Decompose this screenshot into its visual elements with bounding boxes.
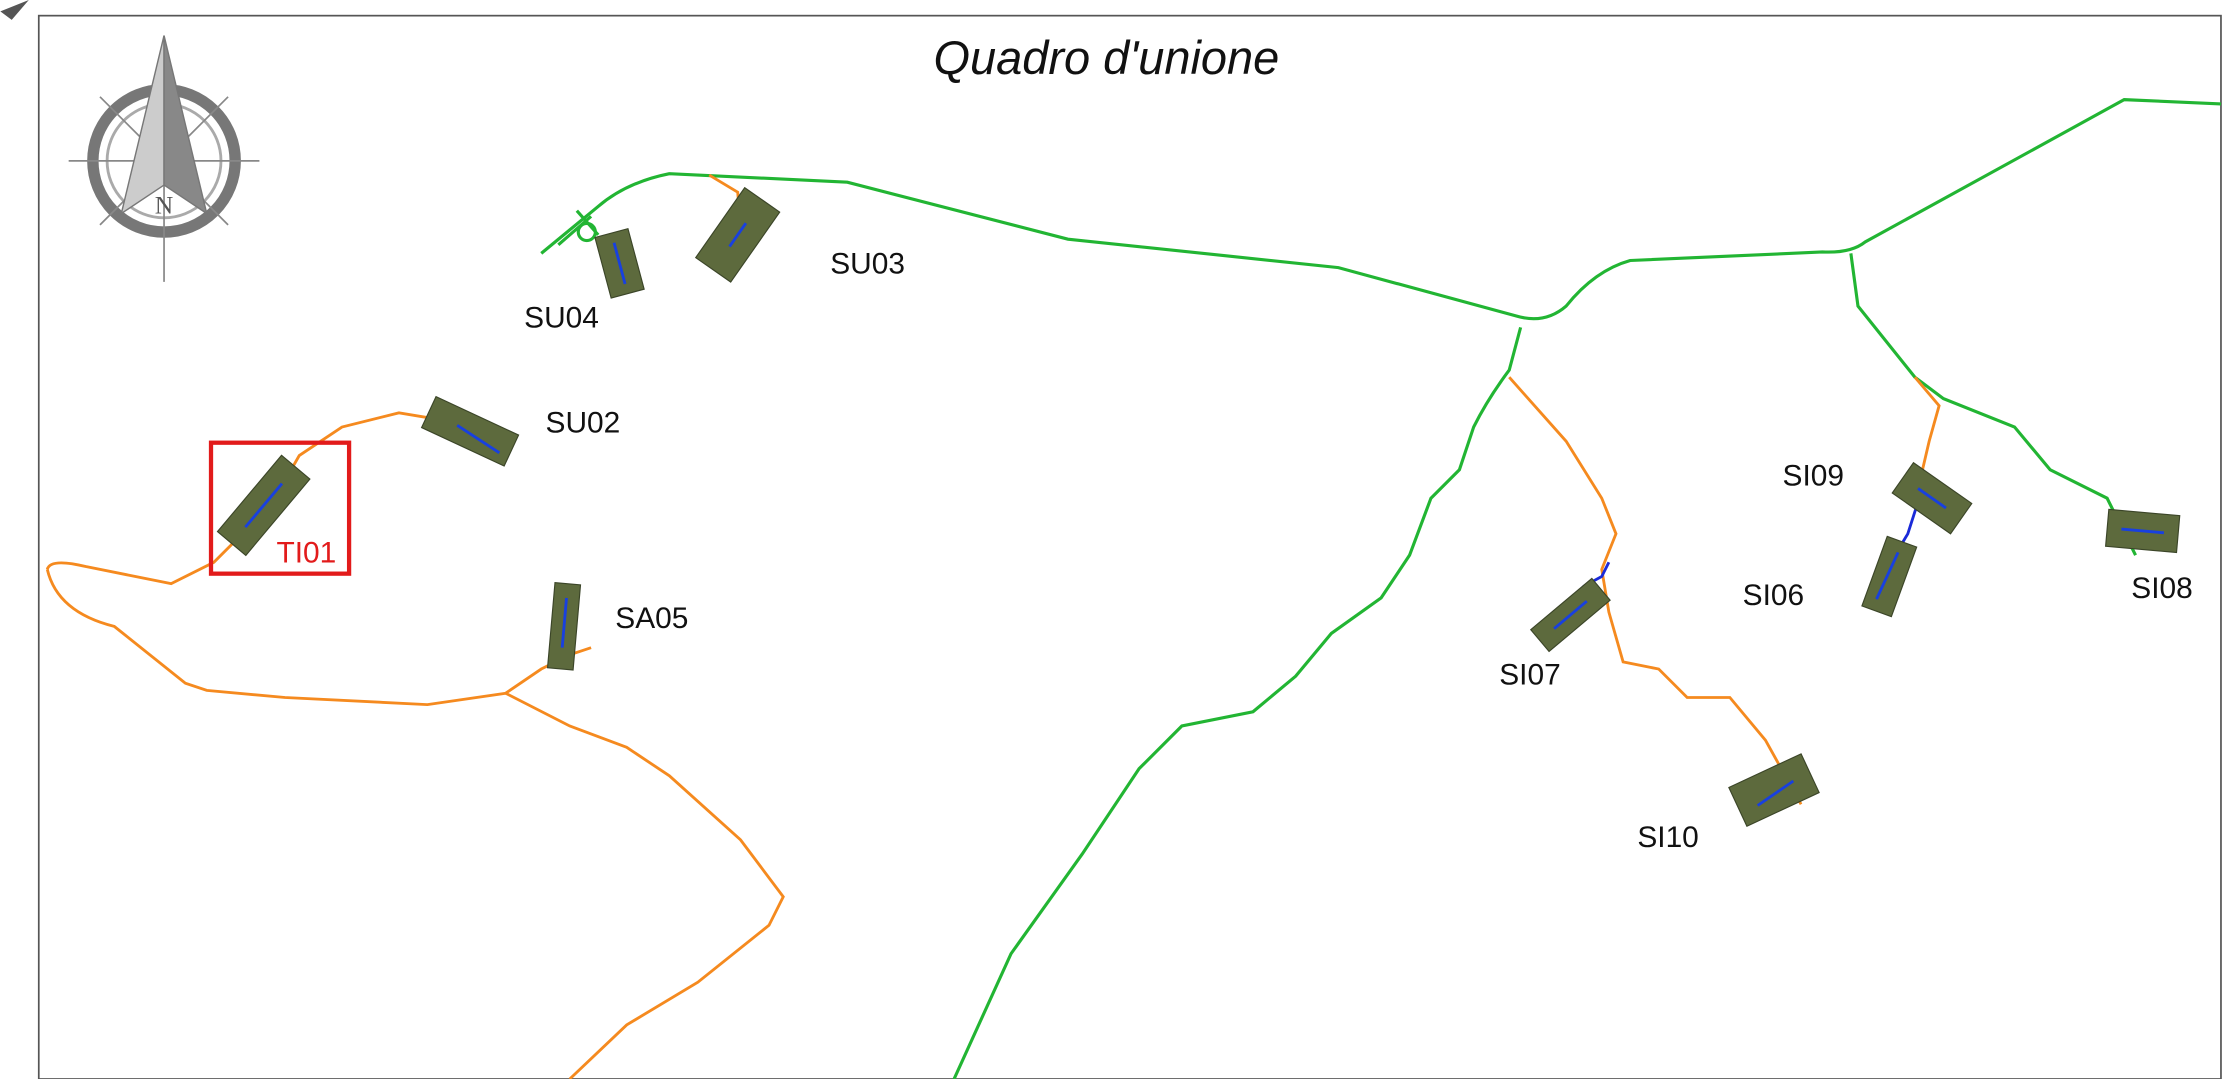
map: N Quadro d'unione SU04 SU03 SU02 TI01 SA… [0, 0, 2227, 1079]
site-label: SA05 [615, 602, 688, 635]
site-label: TI01 [276, 536, 336, 569]
site-label: SI07 [1499, 659, 1560, 692]
corner-mark [0, 0, 28, 20]
map-title: Quadro d'unione [933, 31, 1279, 84]
svg-text:N: N [155, 191, 174, 220]
site-label: SI08 [2131, 572, 2192, 605]
site-label: SU04 [524, 301, 599, 334]
site-label: SU02 [546, 407, 621, 440]
site-label: SI06 [1743, 579, 1804, 612]
site-label: SU03 [830, 247, 905, 280]
site-label: SI09 [1783, 459, 1844, 492]
site-label: SI10 [1637, 821, 1698, 854]
